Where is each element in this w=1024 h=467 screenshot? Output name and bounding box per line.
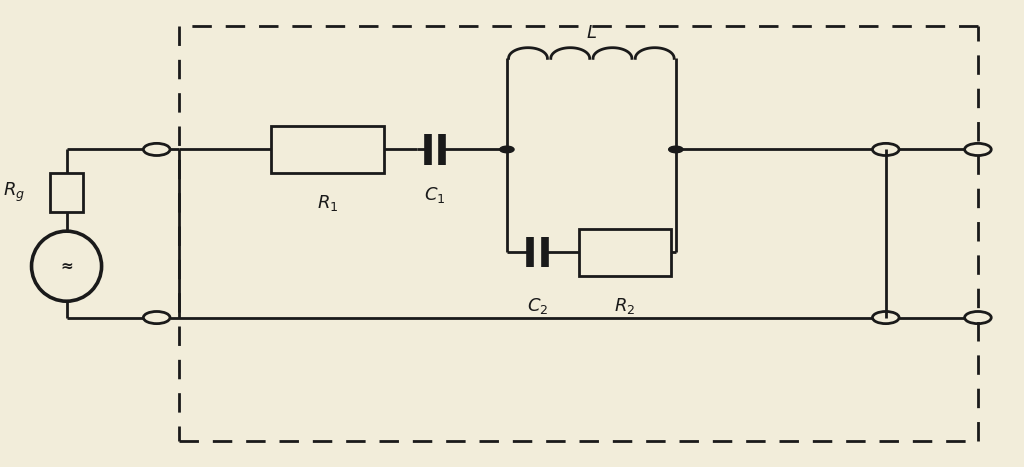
FancyBboxPatch shape (50, 173, 83, 212)
FancyBboxPatch shape (579, 229, 671, 276)
Text: ≈: ≈ (60, 259, 73, 274)
Circle shape (669, 146, 683, 153)
Text: $R_2$: $R_2$ (614, 296, 635, 316)
FancyBboxPatch shape (271, 126, 384, 173)
Text: $R_1$: $R_1$ (317, 193, 338, 213)
Text: $C_1$: $C_1$ (425, 185, 445, 205)
Text: $R_g$: $R_g$ (2, 181, 25, 204)
Circle shape (500, 146, 514, 153)
Ellipse shape (32, 231, 101, 301)
Text: $L$: $L$ (586, 24, 597, 42)
Text: $C_2$: $C_2$ (527, 296, 548, 316)
